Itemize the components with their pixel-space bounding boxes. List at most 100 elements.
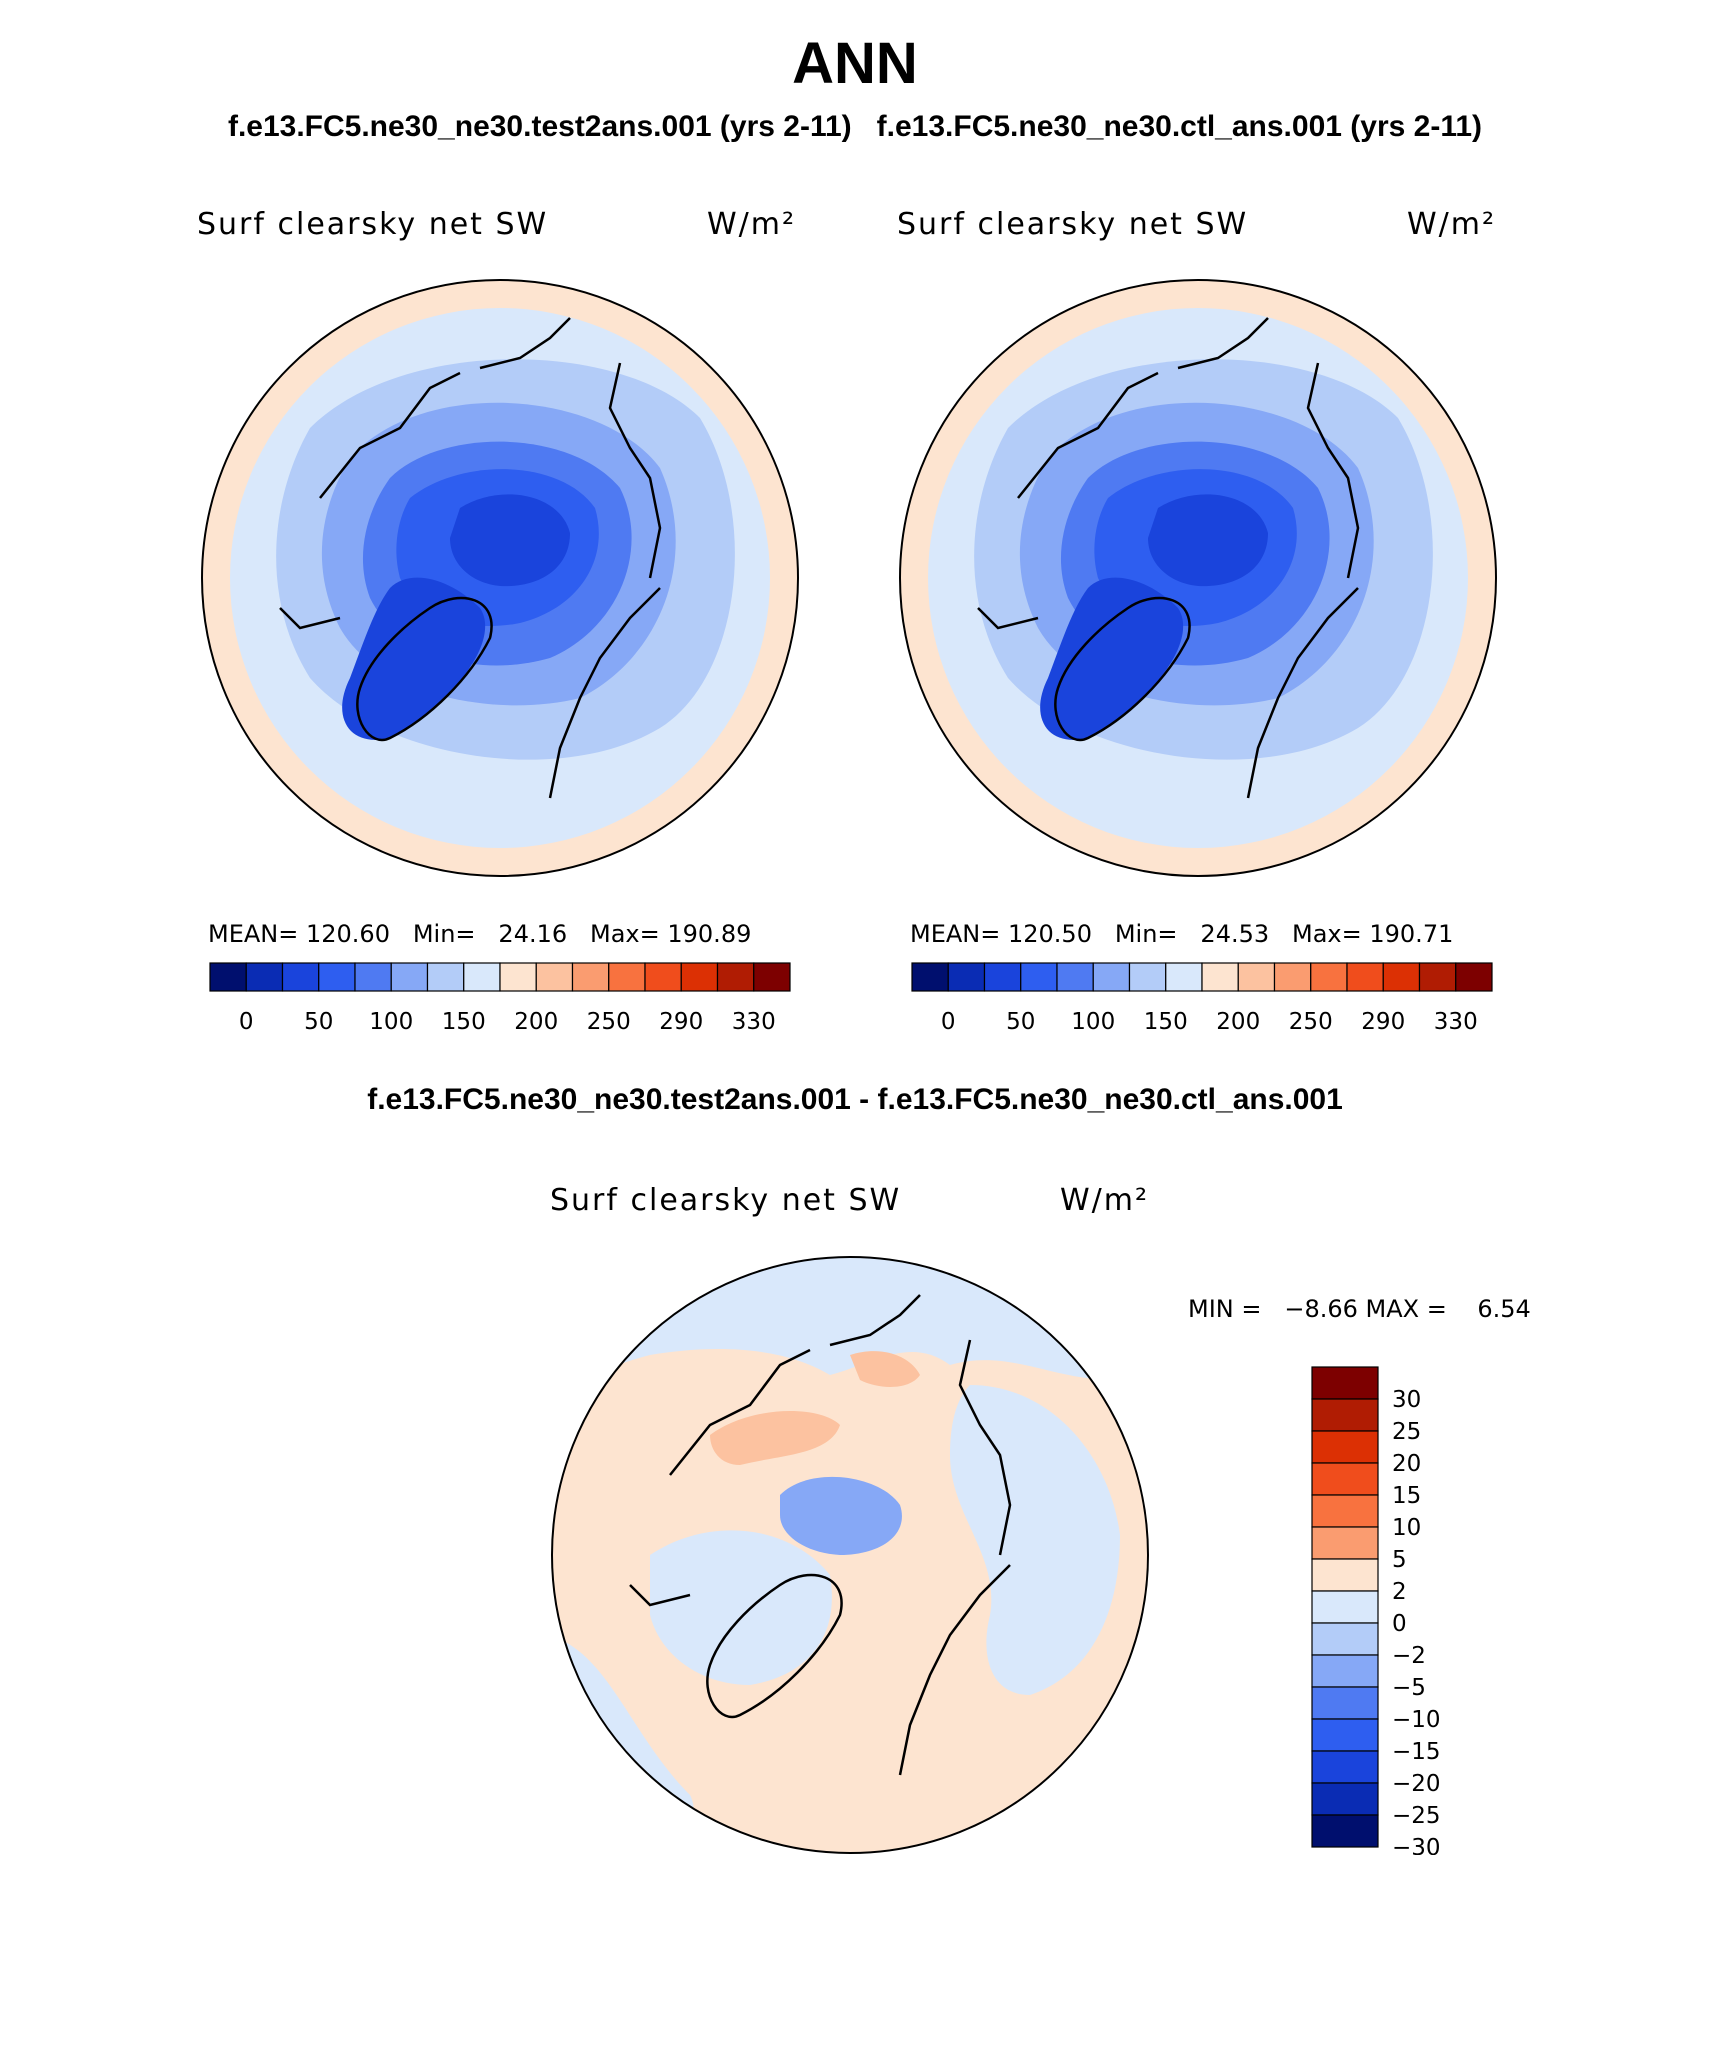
colorbar-box [1311,1782,1379,1816]
colorbar-tick-label: 200 [514,1009,558,1035]
colorbar-box [245,962,284,992]
colorbar-box [1311,1366,1379,1400]
panel1-colorbar: 0 50 100 150 200 250 290 330 [209,962,791,1035]
colorbar-box [1311,1686,1379,1720]
colorbar-tick-label: −2 [1392,1643,1426,1669]
panel3-field-positive-core [710,1411,840,1465]
colorbar-box [1346,962,1384,992]
colorbar-box [1310,962,1348,992]
colorbar-box [499,962,537,992]
colorbar-box [354,962,392,992]
colorbar-tick-label: −5 [1392,1675,1426,1701]
panel2-variable-title: Surf clearsky net SW [897,207,1249,242]
colorbar-tick-label: 50 [304,1009,333,1035]
colorbar-box [1311,1654,1379,1688]
colorbar-box [1020,962,1058,992]
panel3-map [551,1256,1149,1854]
main-title: ANN [792,31,918,96]
colorbar-tick-label: 0 [239,1009,254,1035]
colorbar-box [281,962,320,992]
colorbar-tick-label: 250 [587,1009,631,1035]
colorbar-box [1092,962,1131,992]
colorbar-box [680,962,719,992]
colorbar-box [426,962,465,992]
panel3-coastlines [629,1294,1012,1776]
colorbar-box [608,962,646,992]
colorbar-box [1418,962,1457,992]
colorbar-tick-label: 290 [1361,1009,1405,1035]
colorbar-box [716,962,755,992]
colorbar-tick-label: 5 [1392,1547,1407,1573]
colorbar-box [1311,1398,1379,1432]
panel2-colorbar: 0 50 100 150 200 250 290 330 [911,962,1493,1035]
colorbar-box [644,962,682,992]
case-titles: f.e13.FC5.ne30_ne30.test2ans.001 (yrs 2-… [0,110,1710,144]
colorbar-box [1311,1814,1379,1848]
panel3-units: W/m² [1060,1183,1150,1218]
panel2-coastlines [977,317,1360,799]
colorbar-tick-label: 100 [1071,1009,1115,1035]
colorbar-tick-label: 150 [1144,1009,1188,1035]
colorbar-box [209,962,247,992]
colorbar-tick-label: 50 [1006,1009,1035,1035]
case-title-control: f.e13.FC5.ne30_ne30.ctl_ans.001 (yrs 2-1… [876,110,1483,143]
colorbar-box [1273,962,1312,992]
colorbar-tick-label: −25 [1392,1803,1440,1829]
colorbar-tick-label: −30 [1392,1835,1440,1855]
colorbar-box [911,962,949,992]
colorbar-box [1056,962,1094,992]
panel2-map-border [899,279,1497,877]
panel1-field-core [450,494,570,587]
difference-title: f.e13.FC5.ne30_ne30.test2ans.001 - f.e13… [367,1083,1343,1116]
colorbar-tick-label: 330 [732,1009,776,1035]
colorbar-box [947,962,986,992]
panel3-map-border [551,1256,1149,1854]
panel2-units: W/m² [1407,207,1497,242]
colorbar-tick-label: 25 [1392,1419,1421,1445]
case-title-test: f.e13.FC5.ne30_ne30.test2ans.001 (yrs 2-… [227,110,852,143]
colorbar-box [1311,1494,1379,1528]
colorbar-box [1455,962,1493,992]
colorbar-box [1311,1462,1379,1496]
colorbar-box [1311,1430,1379,1464]
colorbar-tick-label: 15 [1392,1483,1421,1509]
colorbar-box [1128,962,1167,992]
colorbar-box [1311,1750,1379,1784]
colorbar-tick-label: 290 [659,1009,703,1035]
colorbar-tick-label: 10 [1392,1515,1421,1541]
colorbar-box [1201,962,1239,992]
colorbar-box [1311,1558,1379,1592]
colorbar-tick-label: 100 [369,1009,413,1035]
colorbar-tick-label: 20 [1392,1451,1421,1477]
colorbar-box [1165,962,1203,992]
panel2-field-core [1148,494,1268,587]
panel3-field-greenland [650,1530,832,1685]
panel3-variable-title: Surf clearsky net SW [550,1183,902,1218]
colorbar-tick-label: −15 [1392,1739,1440,1765]
colorbar-tick-label: 2 [1392,1579,1407,1605]
colorbar-box [753,962,791,992]
colorbar-tick-label: 30 [1392,1387,1421,1413]
colorbar-box [1311,1622,1379,1656]
colorbar-box [1237,962,1276,992]
colorbar-tick-label: 150 [442,1009,486,1035]
colorbar-tick-label: −20 [1392,1771,1440,1797]
panel1-coastlines [279,317,662,799]
colorbar-tick-label: 330 [1434,1009,1478,1035]
panel3-stats: MIN = −8.66 MAX = 6.54 [1188,1295,1531,1323]
colorbar-tick-label: 200 [1216,1009,1260,1035]
panel1-variable-title: Surf clearsky net SW [197,207,549,242]
colorbar-box [390,962,429,992]
panel3-field-positive-north [850,1351,920,1387]
colorbar-box [463,962,501,992]
panel1-units: W/m² [707,207,797,242]
panel2-stats: MEAN= 120.50 Min= 24.53 Max= 190.71 [910,920,1454,948]
colorbar-tick-label: 0 [1392,1611,1407,1637]
colorbar-tick-label: 0 [941,1009,956,1035]
panel2-greenland-field [1040,577,1184,740]
panel2-map [899,279,1497,877]
colorbar-box [1382,962,1421,992]
colorbar-box [983,962,1022,992]
colorbar-tick-label: 250 [1289,1009,1333,1035]
